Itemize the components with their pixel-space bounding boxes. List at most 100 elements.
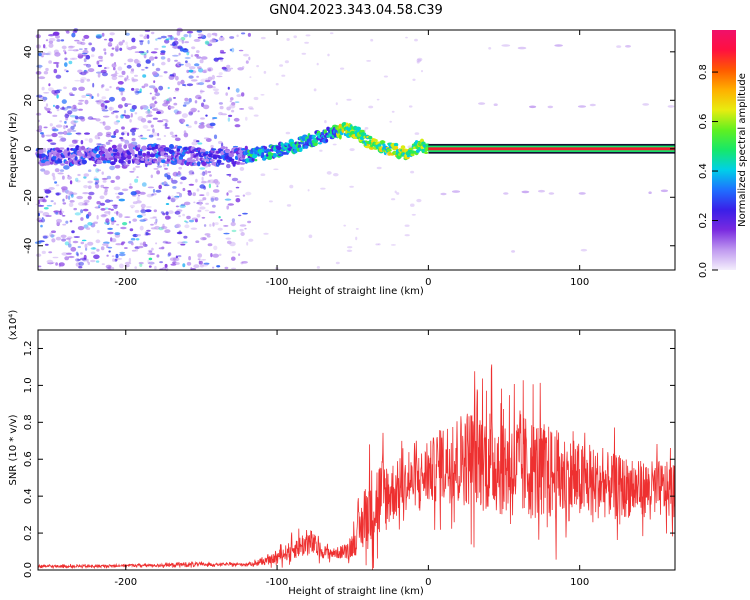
spectrogram-x-tick-label: 100	[570, 277, 589, 288]
spectrogram-ridge-mark	[57, 149, 63, 153]
spectrogram-harmonic-mark	[488, 47, 492, 50]
spectrogram-ridge-mark	[131, 152, 135, 157]
spectrogram-speckle	[101, 106, 106, 110]
spectrogram-speckle	[198, 33, 204, 37]
spectrogram-speckle	[194, 100, 198, 104]
spectrogram-speckle	[54, 52, 61, 57]
spectrogram-speckle	[248, 238, 254, 242]
spectrogram-speckle	[134, 90, 139, 94]
spectrogram-speckle	[205, 202, 210, 205]
spectrogram-speckle	[170, 178, 173, 182]
spectrogram-speckle	[199, 89, 203, 94]
spectrogram-speckle	[45, 103, 49, 107]
spectrogram-ridge-mark	[51, 155, 57, 161]
spectrogram-speckle	[75, 132, 82, 135]
spectrogram-speckle	[101, 32, 105, 37]
spectrogram-speckle	[173, 102, 178, 106]
spectrogram-speckle	[68, 202, 74, 207]
spectrogram-speckle	[201, 180, 207, 184]
spectrogram-speckle	[335, 261, 340, 265]
spectrogram-speckle	[118, 198, 126, 202]
spectrogram-speckle	[199, 167, 206, 170]
spectrogram-speckle	[156, 138, 162, 141]
spectrogram-speckle	[210, 86, 216, 89]
spectrogram-speckle	[218, 140, 223, 145]
spectrogram-speckle	[121, 70, 126, 75]
spectrogram-speckle	[183, 48, 187, 50]
spectrogram-harmonic-mark	[554, 44, 563, 47]
spectrogram-speckle	[152, 117, 158, 120]
spectrogram-speckle	[249, 76, 252, 78]
spectrogram-speckle	[50, 142, 57, 145]
spectrogram-speckle	[54, 181, 58, 184]
spectrogram-speckle	[173, 97, 176, 99]
spectrogram-speckle	[376, 166, 382, 170]
spectrogram-speckle	[163, 135, 167, 137]
spectrogram-speckle	[225, 146, 228, 149]
spectrogram-ridge-mark	[49, 161, 54, 165]
spectrogram-speckle	[53, 68, 58, 74]
spectrogram-speckle	[208, 211, 216, 214]
spectrogram-speckle	[65, 195, 68, 200]
spectrogram-speckle	[396, 192, 400, 195]
spectrogram-speckle	[64, 57, 68, 61]
spectrogram-speckle	[175, 75, 179, 81]
spectrogram-speckle	[180, 176, 187, 181]
spectrogram-speckle	[156, 111, 161, 115]
spectrogram-speckle	[62, 175, 65, 180]
spectrogram-speckle	[172, 72, 177, 78]
spectrogram-speckle	[149, 103, 156, 108]
spectrogram-speckle	[104, 51, 107, 55]
spectrogram-speckle	[226, 205, 229, 210]
spectrogram-speckle	[188, 75, 194, 79]
spectrogram-speckle	[207, 179, 211, 183]
spectrogram-speckle	[171, 179, 178, 184]
spectrogram-speckle	[193, 201, 196, 204]
spectrogram-speckle	[212, 80, 216, 86]
spectrogram-speckle	[50, 234, 54, 238]
snr-y-tick-label: 0.6	[23, 451, 34, 467]
spectrogram-speckle	[226, 192, 229, 196]
spectrogram-speckle	[154, 93, 159, 96]
spectrogram-speckle	[110, 135, 116, 139]
spectrogram-speckle	[220, 113, 228, 116]
spectrogram-speckle	[110, 73, 118, 77]
spectrogram-speckle	[77, 53, 84, 56]
spectrogram-speckle	[167, 253, 171, 257]
spectrogram-speckle	[110, 208, 114, 211]
spectrogram-speckle	[273, 168, 279, 171]
spectrogram-speckle	[48, 187, 55, 190]
spectrogram-speckle	[235, 195, 240, 197]
spectrogram-y-tick-label: 0	[23, 146, 34, 152]
spectrogram-speckle	[327, 53, 330, 57]
spectrogram-ridge-mark	[238, 149, 244, 154]
spectrogram-speckle	[153, 80, 156, 83]
spectrogram-speckle	[148, 134, 154, 138]
spectrogram-ridge-mark	[400, 145, 406, 150]
spectrogram-speckle	[226, 64, 231, 69]
spectrogram-speckle	[64, 241, 70, 246]
spectrogram-speckle	[92, 82, 95, 88]
spectrogram-speckle	[121, 126, 125, 130]
spectrogram-speckle	[316, 62, 319, 66]
snr-panel: -200 -100 0 100 0.0 0.2 0.4 0.6 0.8 1.0 1.2 Heigh…	[8, 310, 676, 597]
spectrogram-speckle	[174, 59, 178, 62]
spectrogram-ridge-mark	[338, 134, 342, 140]
spectrogram-speckle	[194, 120, 198, 125]
spectrogram-ridge-mark	[60, 163, 65, 166]
spectrogram-speckle	[286, 38, 290, 41]
spectrogram-speckle	[301, 52, 307, 55]
spectrogram-speckle	[253, 96, 259, 101]
spectrogram-speckle	[67, 174, 70, 177]
spectrogram-speckle	[237, 67, 244, 71]
spectrogram-speckle	[56, 63, 59, 68]
spectrogram-ridge-mark	[118, 159, 124, 164]
spectrogram-speckle	[225, 92, 228, 96]
spectrogram-speckle	[130, 237, 136, 241]
spectrogram-speckle	[101, 177, 108, 180]
spectrogram-speckle	[62, 198, 65, 202]
spectrogram-speckle	[220, 35, 223, 38]
spectrogram-speckle	[44, 106, 47, 110]
spectrogram-speckle	[152, 71, 158, 76]
spectrogram-ridge-mark	[153, 149, 158, 154]
